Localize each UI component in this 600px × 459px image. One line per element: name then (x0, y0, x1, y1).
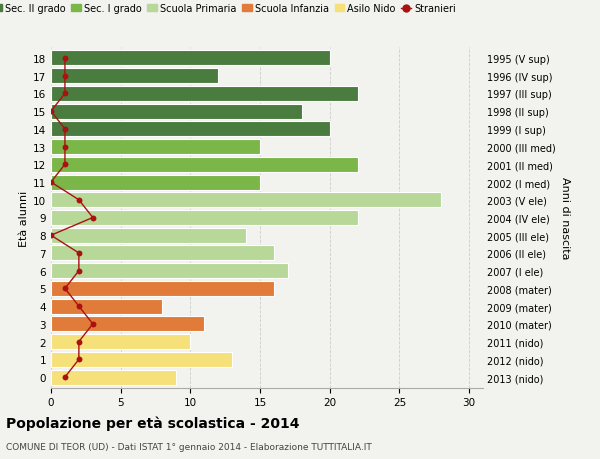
Point (88, 214, 98, 222)
Bar (51, 317, 204, 332)
Point (60, 161, 70, 168)
Bar (51, 263, 288, 279)
Bar (51, 281, 274, 297)
Point (60, 126, 70, 133)
Bar (51, 122, 330, 137)
Point (60, 285, 70, 292)
Bar (51, 211, 358, 225)
Bar (51, 175, 260, 190)
Bar (51, 87, 358, 102)
Point (74, 303, 83, 310)
Text: Popolazione per età scolastica - 2014: Popolazione per età scolastica - 2014 (6, 415, 299, 430)
Point (60, 144, 70, 151)
Point (74, 356, 83, 363)
Point (74, 196, 83, 204)
Point (60, 55, 70, 62)
Bar (51, 369, 176, 385)
Y-axis label: Età alunni: Età alunni (19, 190, 29, 246)
Bar (51, 140, 260, 155)
Bar (51, 193, 441, 208)
Bar (51, 228, 246, 243)
Point (74, 268, 83, 275)
Point (46, 108, 56, 116)
Bar (51, 246, 274, 261)
Point (60, 90, 70, 98)
Bar (51, 334, 190, 349)
Point (60, 374, 70, 381)
Point (74, 250, 83, 257)
Bar (51, 299, 163, 314)
Bar (51, 51, 330, 67)
Bar (51, 352, 232, 367)
Bar (51, 157, 358, 173)
Y-axis label: Anni di nascita: Anni di nascita (560, 177, 570, 259)
Bar (51, 69, 218, 84)
Legend: Sec. II grado, Sec. I grado, Scuola Primaria, Scuola Infanzia, Asilo Nido, Stran: Sec. II grado, Sec. I grado, Scuola Prim… (0, 0, 460, 18)
Point (46, 232, 56, 240)
Point (46, 179, 56, 186)
Text: COMUNE DI TEOR (UD) - Dati ISTAT 1° gennaio 2014 - Elaborazione TUTTITALIA.IT: COMUNE DI TEOR (UD) - Dati ISTAT 1° genn… (6, 442, 372, 451)
Point (74, 338, 83, 346)
Point (60, 73, 70, 80)
Bar (51, 104, 302, 119)
Point (88, 320, 98, 328)
